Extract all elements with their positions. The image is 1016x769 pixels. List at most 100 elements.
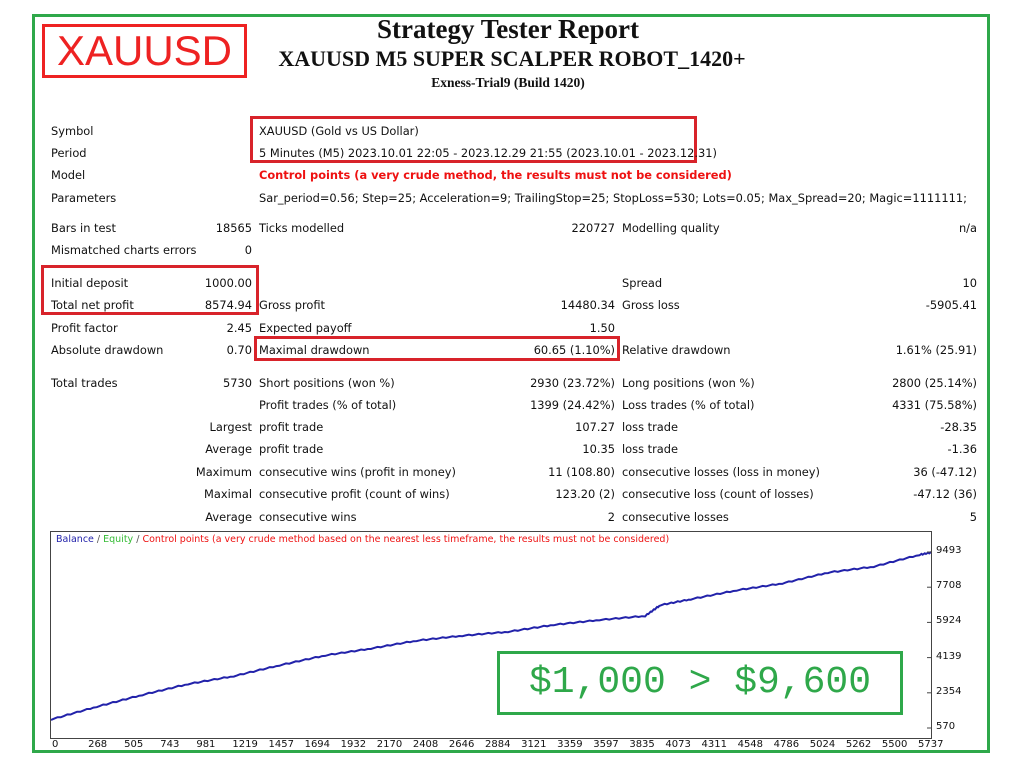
max-consec-losses-value: 36 (-47.12) <box>913 465 977 479</box>
net-profit-label: Total net profit <box>51 298 134 312</box>
largest-profit-value: 107.27 <box>575 420 615 434</box>
y-tick-label: 9493 <box>936 545 962 556</box>
deposit-value: 1000.00 <box>204 276 252 290</box>
max-consec-loss-value: -47.12 (36) <box>913 487 977 501</box>
model-value: Control points (a very crude method, the… <box>259 168 732 182</box>
average-label: Average <box>205 442 252 456</box>
x-tick-label: 505 <box>124 739 144 750</box>
x-tick-label: 268 <box>88 739 108 750</box>
profit-factor-value: 2.45 <box>226 321 252 335</box>
balance-chart <box>50 531 935 739</box>
legend-sep-1: / <box>93 534 104 545</box>
y-tick-label: 5924 <box>936 615 962 627</box>
profit-trades-label: Profit trades (% of total) <box>259 398 397 412</box>
y-tick-label: 570 <box>936 721 956 732</box>
parameters-label: Parameters <box>51 191 117 205</box>
deposit-profit-highlight <box>41 265 259 315</box>
x-tick-label: 743 <box>160 739 180 750</box>
spread-value: 10 <box>962 276 978 290</box>
expected-payoff-value: 1.50 <box>589 321 615 335</box>
long-positions-value: 2800 (25.14%) <box>892 376 977 390</box>
chart-legend: Balance / Equity / Control points (a ver… <box>56 534 669 545</box>
max-consec-loss-label: consecutive loss (count of losses) <box>622 487 814 501</box>
absolute-drawdown-value: 0.70 <box>226 343 252 357</box>
x-tick-label: 981 <box>196 739 216 750</box>
largest-profit-label: profit trade <box>259 420 324 434</box>
maximal-drawdown-value: 60.65 (1.10%) <box>533 343 615 357</box>
growth-annotation: $1,000 > $9,600 <box>497 651 903 715</box>
relative-drawdown-label: Relative drawdown <box>622 343 731 357</box>
x-tick-label: 3359 <box>557 739 583 750</box>
x-tick-label: 3835 <box>629 739 655 750</box>
x-tick-label: 5737 <box>918 739 944 750</box>
gross-loss-label: Gross loss <box>622 298 680 312</box>
x-tick-label: 5024 <box>809 739 836 750</box>
x-tick-label: 1219 <box>232 739 258 750</box>
legend-balance: Balance <box>56 534 94 545</box>
legend-note: Control points (a very crude method base… <box>142 534 670 545</box>
x-tick-label: 1457 <box>268 739 294 750</box>
symbol-value: XAUUSD (Gold vs US Dollar) <box>259 124 419 138</box>
max-consec-profit-label: consecutive profit (count of wins) <box>259 487 450 501</box>
long-positions-label: Long positions (won %) <box>622 376 755 390</box>
largest-loss-value: -28.35 <box>940 420 977 434</box>
symbol-overlay: XAUUSD <box>42 24 247 78</box>
max-consec-profit-value: 123.20 (2) <box>555 487 615 501</box>
loss-trades-value: 4331 (75.58%) <box>892 398 977 412</box>
maximum-label: Maximum <box>195 465 252 479</box>
maxdd-highlight <box>254 336 620 361</box>
y-tick-label: 4139 <box>936 650 962 662</box>
parameters-value: Sar_period=0.56; Step=25; Acceleration=9… <box>259 191 967 205</box>
report-title: Strategy Tester Report <box>377 14 639 44</box>
quality-label: Modelling quality <box>622 221 720 235</box>
symbol-label: Symbol <box>51 124 94 138</box>
short-positions-label: Short positions (won %) <box>259 376 395 390</box>
mismatch-value: 0 <box>244 243 252 257</box>
largest-label: Largest <box>209 420 252 434</box>
robot-name: XAUUSD M5 SUPER SCALPER ROBOT_1420+ <box>278 46 746 71</box>
symbol-period-highlight <box>250 116 697 163</box>
y-tick-label: 7708 <box>936 580 962 592</box>
x-tick-label: 4311 <box>701 739 727 750</box>
x-tick-label: 2170 <box>376 739 403 750</box>
gross-loss-value: -5905.41 <box>925 298 977 312</box>
balance-line-0 <box>50 550 935 721</box>
x-tick-label: 1694 <box>304 739 331 750</box>
average-profit-value: 10.35 <box>582 442 615 456</box>
mismatch-label: Mismatched charts errors <box>51 243 197 257</box>
legend-sep-2: / <box>133 534 143 545</box>
net-profit-value: 8574.94 <box>204 298 252 312</box>
average-loss-value: -1.36 <box>947 442 977 456</box>
avg-consec-losses-value: 5 <box>969 510 977 524</box>
x-tick-label: 1932 <box>340 739 367 750</box>
max-consec-losses-label: consecutive losses (loss in money) <box>622 465 820 479</box>
average-consec-label: Average <box>205 510 252 524</box>
x-tick-label: 2646 <box>448 739 475 750</box>
x-tick-label: 5500 <box>881 739 908 750</box>
maximal-label: Maximal <box>204 487 252 501</box>
legend-equity: Equity <box>103 534 134 545</box>
x-tick-label: 3121 <box>521 739 547 750</box>
server-build: Exness-Trial9 (Build 1420) <box>431 75 585 90</box>
model-label: Model <box>51 168 86 182</box>
loss-trades-label: Loss trades (% of total) <box>622 398 755 412</box>
max-consec-wins-label: consecutive wins (profit in money) <box>259 465 456 479</box>
deposit-label: Initial deposit <box>51 276 129 290</box>
total-trades-label: Total trades <box>51 376 118 390</box>
x-tick-label: 5262 <box>845 739 872 750</box>
x-tick-label: 2408 <box>412 739 439 750</box>
largest-loss-label: loss trade <box>622 420 678 434</box>
ticks-value: 220727 <box>571 221 615 235</box>
report-frame <box>32 14 990 753</box>
relative-drawdown-value: 1.61% (25.91) <box>895 343 977 357</box>
total-trades-value: 5730 <box>223 376 252 390</box>
expected-payoff-label: Expected payoff <box>259 321 352 335</box>
absolute-drawdown-label: Absolute drawdown <box>51 343 164 357</box>
maximal-drawdown-label: Maximal drawdown <box>259 343 370 357</box>
period-label: Period <box>51 146 87 160</box>
x-tick-label: 4073 <box>665 739 691 750</box>
avg-consec-losses-label: consecutive losses <box>622 510 729 524</box>
period-value: 5 Minutes (M5) 2023.10.01 22:05 - 2023.1… <box>259 146 717 160</box>
spread-label: Spread <box>622 276 663 290</box>
profit-factor-label: Profit factor <box>51 321 118 335</box>
